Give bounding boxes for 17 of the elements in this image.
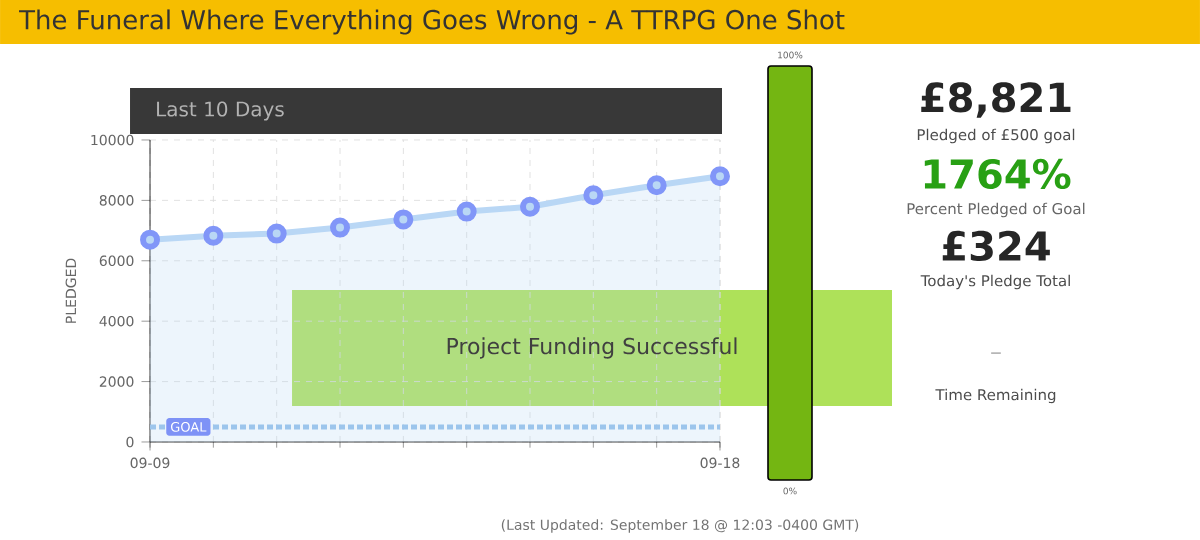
point	[393, 209, 414, 230]
text: –	[991, 352, 1001, 354]
point	[583, 185, 604, 206]
chart-subtitle: Last 10 Days	[157, 101, 284, 121]
point	[140, 229, 161, 250]
text: £8,821	[921, 82, 1071, 118]
point	[710, 166, 730, 187]
annotation: Project Funding Successful	[447, 337, 737, 359]
text: 1764%	[924, 158, 1071, 190]
point	[330, 217, 351, 238]
point	[520, 196, 541, 217]
chart-title: The Funeral Where Everything Goes Wrong - A TTRPG One Shot	[19, 9, 845, 35]
text: £324	[942, 230, 1050, 262]
point	[646, 175, 667, 196]
point	[266, 223, 287, 244]
point	[203, 225, 224, 246]
point	[456, 201, 477, 222]
